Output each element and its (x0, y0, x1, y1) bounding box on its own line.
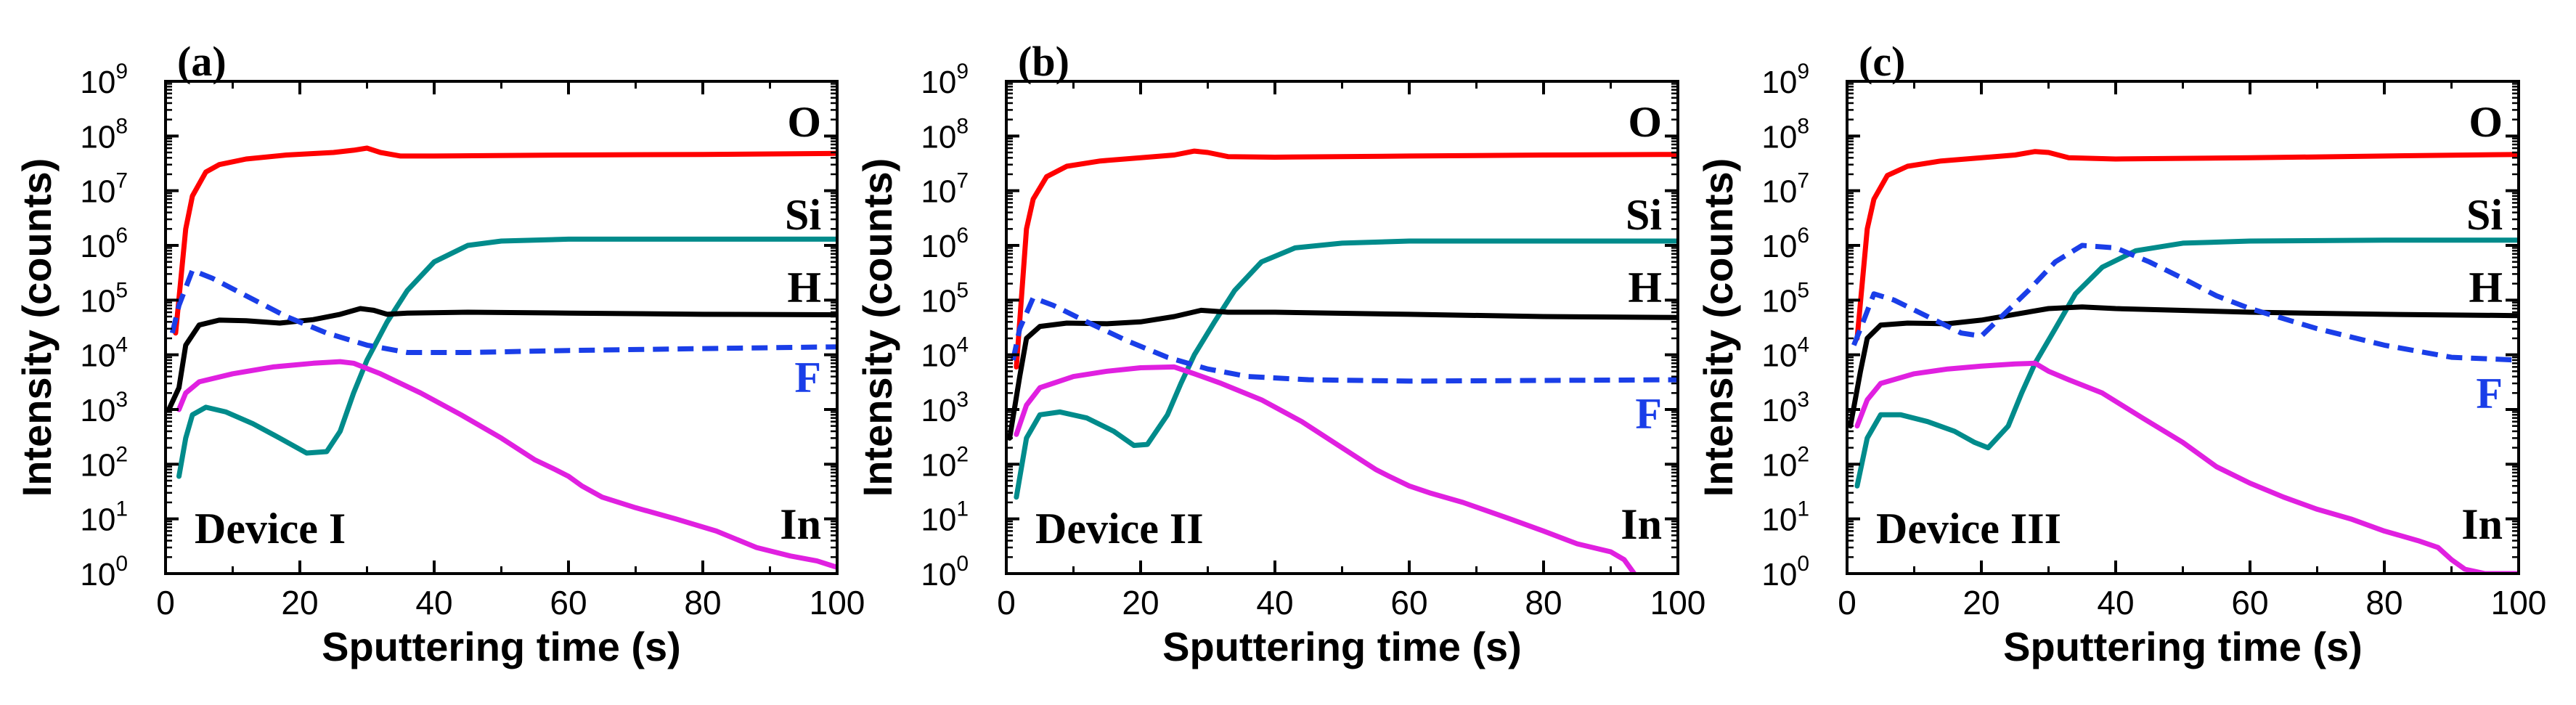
y-tick-label: 101 (1761, 497, 1809, 538)
y-tick-label: 105 (80, 278, 128, 319)
x-tick-label: 80 (684, 584, 721, 622)
series-line-si (176, 236, 837, 479)
y-tick-label: 107 (1761, 169, 1809, 210)
y-tick-label: 101 (80, 497, 128, 538)
y-axis-label: Intensity (counts) (14, 158, 60, 497)
series-label-o: O (2469, 98, 2503, 146)
device-label: Device III (1876, 505, 2061, 553)
series-label-h: H (787, 264, 821, 311)
series-label-f: F (2476, 370, 2503, 417)
x-axis-label: Sputtering time (s) (2003, 624, 2363, 669)
y-tick-label: 108 (1761, 114, 1809, 155)
series-line-o (1014, 148, 1678, 370)
y-tick-label: 109 (80, 60, 128, 100)
x-tick-label: 20 (1962, 584, 2000, 622)
x-tick-label: 40 (1256, 584, 1293, 622)
series-line-in (1014, 364, 1637, 574)
y-tick-label: 100 (921, 552, 969, 592)
series-line-o (173, 145, 837, 336)
x-axis-label: Sputtering time (s) (322, 624, 681, 669)
series-line-f (1010, 295, 1678, 384)
device-label: Device II (1035, 505, 1204, 553)
series-line-in (1854, 360, 2519, 574)
series-label-in: In (2461, 500, 2503, 548)
series-line-o (1854, 149, 2519, 341)
device-label: Device I (195, 505, 346, 553)
panel-label: (c) (1859, 38, 1905, 85)
series-line-si (1854, 237, 2519, 489)
x-tick-label: 60 (2231, 584, 2268, 622)
series-label-si: Si (785, 191, 821, 239)
y-tick-label: 104 (921, 333, 969, 374)
x-tick-label: 100 (1650, 584, 1706, 622)
y-tick-label: 103 (1761, 388, 1809, 428)
y-tick-label: 102 (921, 442, 969, 483)
y-tick-label: 109 (1761, 60, 1809, 100)
x-tick-label: 80 (1525, 584, 1562, 622)
series-label-o: O (1628, 98, 1662, 146)
y-tick-label: 102 (1761, 442, 1809, 483)
x-tick-label: 80 (2365, 584, 2402, 622)
x-tick-label: 0 (1838, 584, 1856, 622)
x-tick-label: 100 (2491, 584, 2547, 622)
y-tick-label: 105 (921, 278, 969, 319)
x-tick-label: 40 (2097, 584, 2134, 622)
y-tick-label: 109 (921, 60, 969, 100)
y-tick-label: 102 (80, 442, 128, 483)
x-tick-label: 40 (415, 584, 452, 622)
x-tick-label: 60 (1390, 584, 1427, 622)
y-tick-label: 104 (1761, 333, 1809, 374)
x-tick-label: 60 (550, 584, 587, 622)
series-line-in (176, 359, 837, 570)
y-tick-label: 105 (1761, 278, 1809, 319)
y-tick-label: 106 (921, 224, 969, 264)
y-tick-label: 108 (80, 114, 128, 155)
x-tick-label: 20 (1122, 584, 1159, 622)
series-label-si: Si (2466, 191, 2503, 239)
x-tick-label: 0 (156, 584, 175, 622)
series-label-h: H (1628, 264, 1662, 311)
y-axis-label: Intensity (counts) (855, 158, 900, 497)
y-tick-label: 107 (80, 169, 128, 210)
series-label-in: In (1621, 500, 1662, 548)
series-label-h: H (2469, 264, 2503, 311)
y-tick-label: 103 (80, 388, 128, 428)
y-tick-label: 100 (1761, 552, 1809, 592)
y-tick-label: 101 (921, 497, 969, 538)
panel-label: (a) (177, 38, 227, 85)
series-line-si (1014, 238, 1678, 500)
y-axis-label: Intensity (counts) (1695, 158, 1741, 497)
x-tick-label: 100 (810, 584, 865, 622)
y-tick-label: 108 (921, 114, 969, 155)
panel-c: 0 20 40 60 80 100 100 101 102 103 104 105 106 107 108 1… (1695, 38, 2546, 669)
series-label-f: F (1635, 390, 1662, 438)
series-label-o: O (787, 98, 821, 146)
series-label-in: In (780, 500, 821, 548)
y-tick-label: 106 (80, 224, 128, 264)
series-line-f (1851, 243, 2519, 363)
y-tick-label: 103 (921, 388, 969, 428)
panel-a: 0 20 40 60 80 100 100 101 102 103 104 105 106 107 108 1… (14, 38, 865, 669)
series-label-f: F (794, 354, 821, 402)
series-line-h (166, 306, 837, 412)
series-line-h (1007, 307, 1678, 441)
x-tick-label: 20 (281, 584, 318, 622)
x-tick-label: 0 (997, 584, 1016, 622)
series-line-h (1848, 304, 2519, 429)
y-tick-label: 107 (921, 169, 969, 210)
panel-b: 0 20 40 60 80 100 100 101 102 103 104 105 106 107 108 1… (855, 38, 1705, 669)
y-tick-label: 104 (80, 333, 128, 374)
series-label-si: Si (1626, 191, 1662, 239)
y-tick-label: 100 (80, 552, 128, 592)
panel-label: (b) (1018, 38, 1069, 85)
x-axis-label: Sputtering time (s) (1162, 624, 1522, 669)
y-tick-label: 106 (1761, 224, 1809, 264)
series-line-f (169, 267, 837, 355)
